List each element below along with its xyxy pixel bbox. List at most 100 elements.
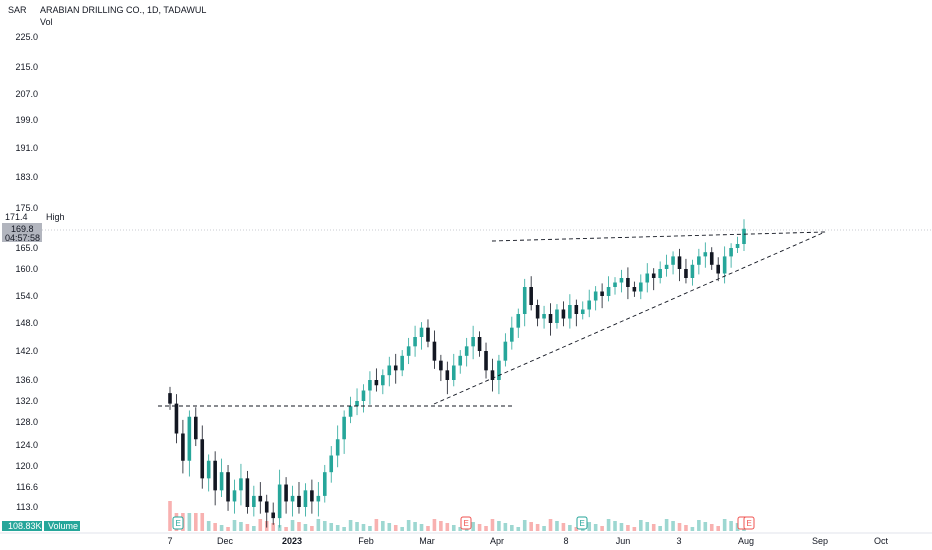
candle-body xyxy=(297,495,301,507)
candle-body xyxy=(606,287,611,296)
volume-bar xyxy=(709,524,714,531)
candle-body xyxy=(690,264,695,278)
time-tick-label: 3 xyxy=(676,536,681,546)
volume-bar xyxy=(322,521,327,531)
candle-body xyxy=(561,309,566,319)
earnings-icon[interactable] xyxy=(576,516,588,530)
price-tick-label: 120.0 xyxy=(15,461,38,471)
volume-bar xyxy=(271,523,275,531)
candle-body xyxy=(593,291,598,301)
earnings-markers[interactable]: E E E E xyxy=(172,516,755,530)
candle-body xyxy=(497,360,501,380)
volume-bar xyxy=(406,520,411,531)
earnings-icon[interactable] xyxy=(743,516,755,530)
price-axis[interactable]: 225.0 215.0 207.0 199.0 191.0 183.0 175.0 165.0… xyxy=(15,32,38,512)
volume-bar xyxy=(639,520,643,531)
candle-body xyxy=(464,346,469,356)
volume-bar xyxy=(303,524,308,531)
candle-body xyxy=(451,365,456,380)
candle-body xyxy=(368,380,372,391)
candle-body xyxy=(400,355,404,371)
earnings-marker-4: E xyxy=(747,519,752,528)
price-tick-label: 116.6 xyxy=(16,482,38,492)
volume-bar xyxy=(458,527,463,531)
volume-bar xyxy=(568,525,572,531)
earnings-icon[interactable] xyxy=(172,516,184,530)
volume-bar xyxy=(342,527,346,531)
volume-bar xyxy=(310,526,314,531)
candle-body xyxy=(548,314,553,323)
volume-bar xyxy=(168,501,172,531)
candle-body xyxy=(187,416,192,461)
candle-body xyxy=(271,512,275,519)
candle-body xyxy=(580,309,585,314)
candle-body xyxy=(258,495,263,502)
last-price-badge xyxy=(2,223,42,242)
volume-bar xyxy=(477,524,482,531)
candle-body xyxy=(387,365,392,376)
candle-body xyxy=(703,252,708,257)
triangle-drawing[interactable] xyxy=(158,231,826,407)
candle-body xyxy=(381,375,385,386)
candle-body xyxy=(722,256,727,274)
volume-bar xyxy=(355,522,359,531)
volume-bar xyxy=(613,521,617,531)
volume-bar xyxy=(445,523,450,531)
candle-body xyxy=(168,393,172,404)
candle-body xyxy=(335,439,340,456)
volume-bar xyxy=(200,513,205,531)
candle-body xyxy=(671,256,675,265)
time-tick-label: Jun xyxy=(616,536,631,546)
candle-body xyxy=(516,314,521,328)
earnings-icon[interactable] xyxy=(460,516,472,530)
resistance-line[interactable] xyxy=(491,231,826,242)
candle-body xyxy=(664,264,669,269)
price-tick-label: 124.0 xyxy=(15,440,38,450)
candle-body xyxy=(303,490,308,507)
candle-body xyxy=(226,472,230,502)
volume-bar xyxy=(510,525,514,531)
time-axis[interactable]: 7 Dec 2023 Feb Mar Apr 8 Jun 3 Aug Sep Oct xyxy=(167,536,888,546)
candle-body xyxy=(529,287,533,305)
volume-bar xyxy=(361,524,366,531)
candle-body xyxy=(735,244,740,248)
candle-body xyxy=(535,305,540,319)
volume-badge xyxy=(2,521,42,531)
volume-bar xyxy=(258,519,263,531)
volume-bar xyxy=(252,526,256,531)
candle-body xyxy=(574,305,579,314)
volume-bar xyxy=(239,522,243,531)
time-tick-label: Mar xyxy=(419,536,435,546)
volume-bar xyxy=(432,519,437,531)
volume-bar xyxy=(329,523,334,531)
volume-bar xyxy=(535,524,540,531)
volume-bar xyxy=(290,520,295,531)
volume-bar xyxy=(490,519,495,531)
price-tick-label: 215.0 xyxy=(15,62,38,72)
volume-bar xyxy=(232,520,237,531)
volume-bar xyxy=(226,527,230,531)
volume-bar xyxy=(690,527,695,531)
candle-body xyxy=(471,337,475,347)
time-tick-label: Feb xyxy=(358,536,374,546)
volume-bar xyxy=(600,526,604,531)
price-tick-label: 183.0 xyxy=(15,172,38,182)
volume-bar xyxy=(471,522,475,531)
volume-bar xyxy=(619,523,624,531)
high-label: High xyxy=(46,212,65,222)
candle-body xyxy=(542,314,546,319)
volume-bar xyxy=(522,520,527,531)
candle-body xyxy=(639,282,643,292)
time-tick-label: Oct xyxy=(874,536,889,546)
price-tick-label: 136.0 xyxy=(15,375,38,385)
candle-body xyxy=(206,460,211,479)
candle-body xyxy=(239,478,243,491)
time-tick-label: 7 xyxy=(167,536,172,546)
volume-bar xyxy=(677,523,682,531)
countdown-timer: 04:57:58 xyxy=(5,233,40,243)
volume-bar xyxy=(316,519,321,531)
candle-body xyxy=(322,472,327,496)
earnings-marker-1: E xyxy=(176,519,181,528)
ascending-support-line[interactable] xyxy=(433,231,826,405)
